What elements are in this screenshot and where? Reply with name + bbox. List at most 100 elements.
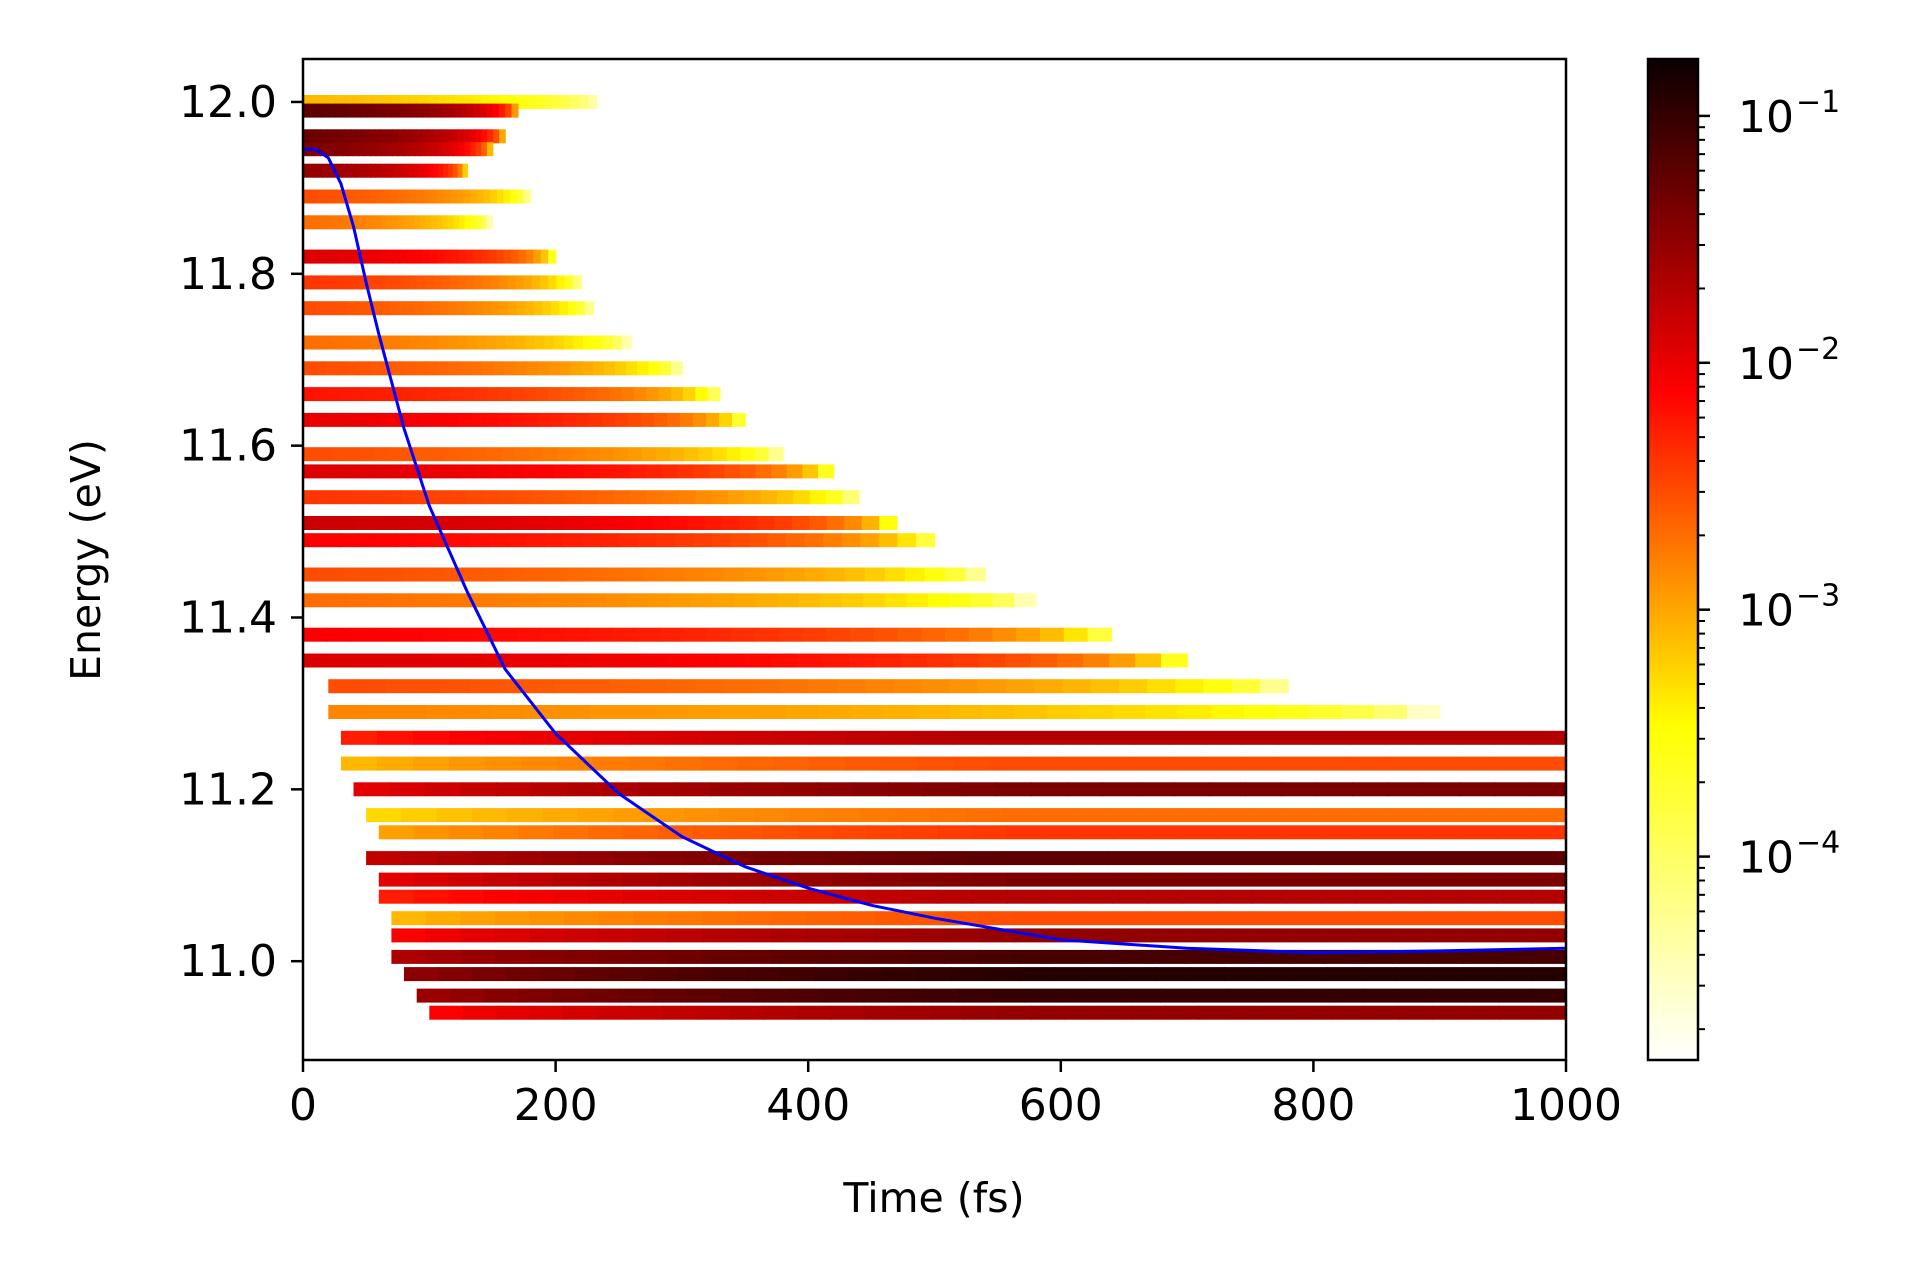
heat-cell — [1283, 851, 1320, 866]
heat-cell — [648, 808, 685, 823]
heat-cell — [397, 215, 405, 230]
heat-cell — [633, 928, 669, 943]
heat-cell — [1025, 756, 1063, 771]
heat-cell — [930, 1005, 965, 1020]
heat-cell — [609, 387, 623, 402]
heat-cell — [677, 464, 694, 479]
heat-cell — [1116, 911, 1153, 926]
heat-cell — [472, 412, 486, 427]
heat-cell — [789, 808, 826, 823]
heat-cell — [352, 387, 366, 402]
colorbar-tick-label: 10−3 — [1738, 579, 1840, 637]
heat-cell — [1464, 988, 1500, 1003]
heat-cell — [588, 889, 624, 904]
heat-cell — [303, 335, 314, 350]
heat-cell — [472, 967, 508, 982]
heat-cell — [485, 756, 522, 771]
heat-cell — [397, 142, 405, 157]
heat-cell — [1243, 705, 1278, 719]
heat-cell — [1220, 949, 1256, 964]
heat-cell — [1241, 756, 1279, 771]
heat-cell — [585, 988, 621, 1003]
heat-cell — [1251, 889, 1288, 904]
heat-cell — [542, 808, 579, 823]
heat-cell — [414, 301, 424, 316]
heat-cell — [915, 533, 936, 548]
heat-cell — [597, 490, 615, 505]
heat-cell — [624, 567, 645, 582]
heat-cell — [514, 361, 527, 376]
heat-cell — [342, 215, 349, 230]
heat-cell — [362, 301, 373, 316]
heat-cell — [1112, 889, 1148, 904]
heat-cell — [571, 447, 587, 462]
heat-cell — [852, 782, 890, 797]
heat-cell — [1463, 967, 1499, 982]
heat-cell — [384, 249, 393, 264]
heat-cell — [389, 163, 396, 178]
heat-cell — [453, 215, 460, 230]
colorbar-tick-label: 10−2 — [1738, 332, 1840, 390]
heat-cell — [429, 1005, 464, 1020]
heat-cell — [1259, 679, 1289, 694]
heat-cell — [474, 275, 484, 290]
heat-cell — [463, 567, 485, 582]
heat-cell — [930, 851, 967, 866]
heat-cell — [443, 464, 460, 479]
heat-cell — [1077, 825, 1113, 840]
heat-cell — [1080, 705, 1114, 719]
heat-cell — [496, 1005, 531, 1020]
heat-cell — [1175, 679, 1205, 694]
heat-cell — [384, 275, 394, 290]
heat-cell — [902, 889, 939, 904]
heat-cell — [388, 301, 398, 316]
heat-cell — [1397, 988, 1432, 1003]
heat-cell — [356, 95, 367, 109]
heat-cell — [570, 361, 583, 376]
x-axis-ticks: 0 200 400 600 800 1000 — [289, 1060, 1622, 1131]
heat-cell — [722, 516, 741, 530]
heat-cell — [392, 249, 401, 264]
heat-cell — [1286, 872, 1323, 887]
heat-cell — [327, 163, 333, 178]
heat-cell — [693, 412, 707, 427]
heat-cell — [1391, 889, 1428, 904]
heat-cell — [652, 516, 671, 530]
heat-cell — [1286, 889, 1323, 904]
heat-cell — [499, 490, 517, 505]
heat-cell — [826, 516, 846, 530]
heat-cell — [391, 103, 399, 118]
heat-cell — [1426, 872, 1462, 887]
heat-cell — [1047, 949, 1084, 964]
heat-cell — [544, 533, 564, 548]
heat-cell — [564, 928, 600, 943]
heat-cell — [622, 705, 656, 719]
heat-cell — [630, 464, 647, 479]
heat-cell — [328, 301, 338, 316]
heat-cell — [320, 301, 330, 316]
heat-cell — [1181, 872, 1218, 887]
heat-cell — [878, 533, 899, 548]
heat-cell — [615, 464, 632, 479]
heat-cell — [842, 490, 860, 505]
heat-cell — [897, 1005, 932, 1020]
colorbar-tick-label: 10−4 — [1738, 826, 1840, 884]
heat-cell — [332, 129, 340, 144]
heat-cell — [1007, 872, 1043, 887]
heat-cell — [425, 142, 432, 157]
heat-cell — [1135, 653, 1162, 668]
heat-cell — [1395, 967, 1431, 982]
x-tick-label: 1000 — [1510, 1080, 1622, 1131]
heat-cell — [901, 653, 928, 668]
heat-cell — [392, 361, 405, 376]
heat-cell — [420, 142, 427, 157]
heat-cell — [1036, 851, 1073, 866]
heat-cell — [425, 275, 435, 290]
y-tick-label: 12.0 — [179, 77, 277, 128]
heat-cell — [698, 447, 714, 462]
heat-cell — [311, 301, 321, 316]
heat-cell — [486, 215, 494, 230]
heat-cell — [1097, 730, 1135, 745]
heat-cell — [499, 95, 509, 109]
heat-cell — [864, 567, 886, 582]
